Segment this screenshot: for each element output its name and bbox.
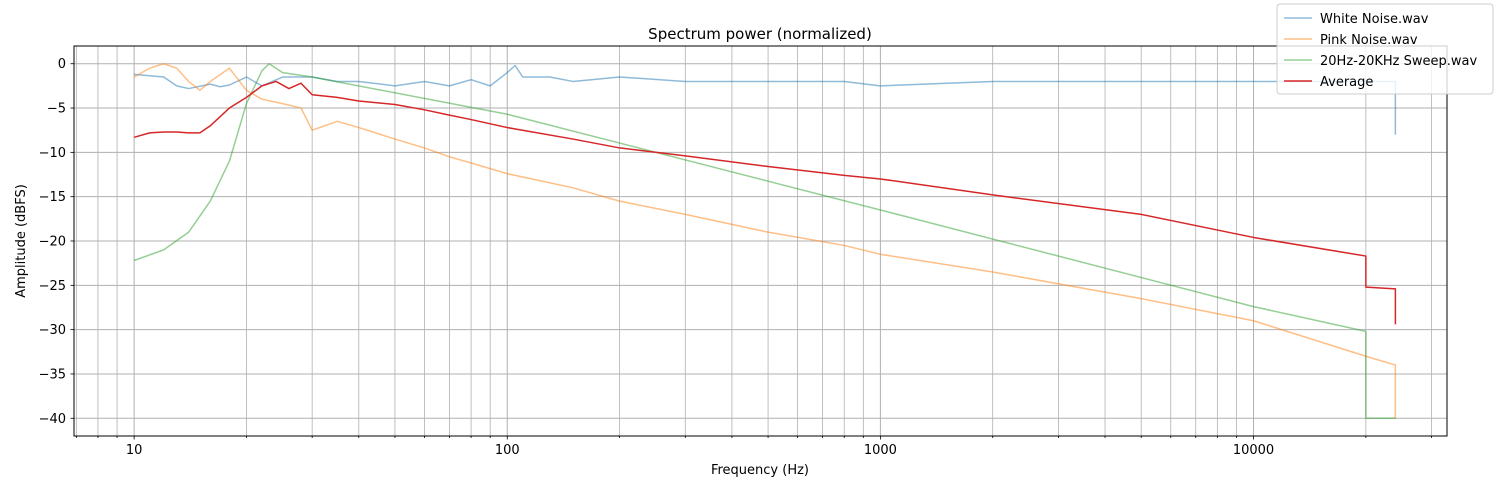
chart-title: Spectrum power (normalized) (648, 25, 872, 43)
legend-frame (1276, 3, 1494, 95)
y-tick-label: −5 (47, 102, 66, 117)
y-axis-label: Amplitude (dBFS) (14, 184, 29, 298)
legend-label: White Noise.wav (1320, 12, 1429, 27)
series-line (133, 62, 1396, 420)
y-tick-label: −35 (39, 367, 66, 382)
x-tick-label: 1000 (864, 443, 897, 458)
series-line (133, 80, 1397, 325)
series-line (133, 62, 1397, 419)
y-tick-label: −30 (39, 323, 66, 338)
x-axis-ticks: 10 100 1000 10000 (75, 436, 1432, 458)
legend-label: Average (1320, 75, 1373, 90)
y-tick-label: −40 (39, 412, 66, 427)
series-line (134, 64, 1397, 135)
x-axis-label: Frequency (Hz) (711, 463, 809, 478)
x-tick-label: 10000 (1233, 443, 1274, 458)
y-tick-label: 0 (58, 57, 66, 72)
legend-label: Pink Noise.wav (1320, 33, 1418, 48)
grid (74, 46, 1447, 436)
series-lines (133, 62, 1397, 420)
y-tick-label: −20 (39, 235, 66, 250)
y-tick-label: −15 (39, 190, 66, 205)
y-tick-label: −10 (39, 146, 66, 161)
y-axis-ticks: 0 −5 −10 −15 −20 −25 −30 −35 −40 (39, 57, 74, 427)
legend-label: 20Hz-20KHz Sweep.wav (1320, 54, 1477, 69)
legend: White Noise.wav Pink Noise.wav 20Hz-20KHz … (1276, 3, 1494, 95)
x-tick-label: 10 (126, 443, 143, 458)
x-tick-label: 100 (495, 443, 520, 458)
y-tick-label: −25 (39, 279, 66, 294)
